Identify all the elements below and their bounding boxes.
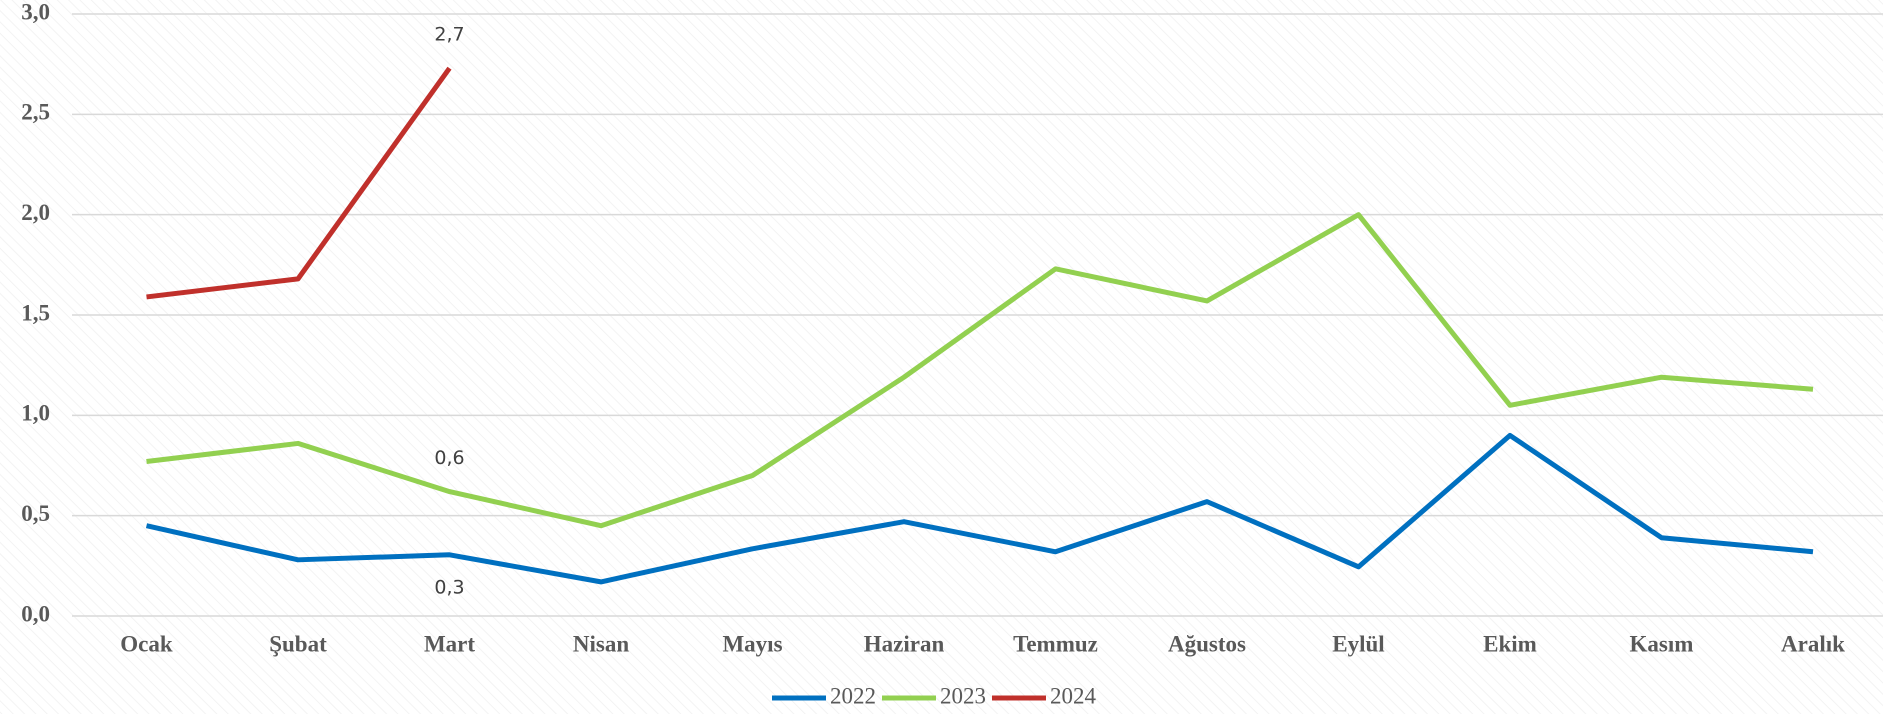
x-tick-label: Eylül (1332, 631, 1384, 656)
line-series (145, 432, 1814, 585)
y-tick-label: 1,5 (21, 300, 50, 325)
legend-label: 2023 (940, 683, 986, 708)
line-series (146, 212, 1814, 529)
x-tick-label: Mayıs (722, 631, 782, 656)
y-tick-label: 3,0 (21, 0, 50, 24)
legend-label: 2022 (830, 683, 876, 708)
x-tick-label: Şubat (269, 631, 327, 656)
y-tick-label: 2,5 (21, 100, 50, 125)
legend-label: 2024 (1050, 683, 1097, 708)
data-label: 2,7 (434, 24, 464, 46)
x-tick-label: Aralık (1781, 631, 1845, 656)
x-tick-label: Ağustos (1168, 631, 1246, 656)
x-tick-label: Haziran (864, 631, 945, 656)
x-tick-label: Temmuz (1013, 631, 1098, 656)
y-tick-label: 0,0 (21, 601, 50, 626)
x-tick-label: Ekim (1483, 631, 1537, 656)
data-label: 0,3 (434, 576, 464, 598)
y-tick-label: 2,0 (21, 200, 50, 225)
y-tick-label: 1,0 (21, 401, 50, 426)
data-label: 0,6 (434, 447, 464, 469)
y-tick-label: 0,5 (21, 501, 50, 526)
x-tick-label: Kasım (1630, 631, 1694, 656)
x-tick-label: Nisan (573, 631, 629, 656)
x-tick-label: Ocak (120, 631, 173, 656)
line-series (146, 66, 452, 300)
x-tick-label: Mart (424, 631, 475, 656)
